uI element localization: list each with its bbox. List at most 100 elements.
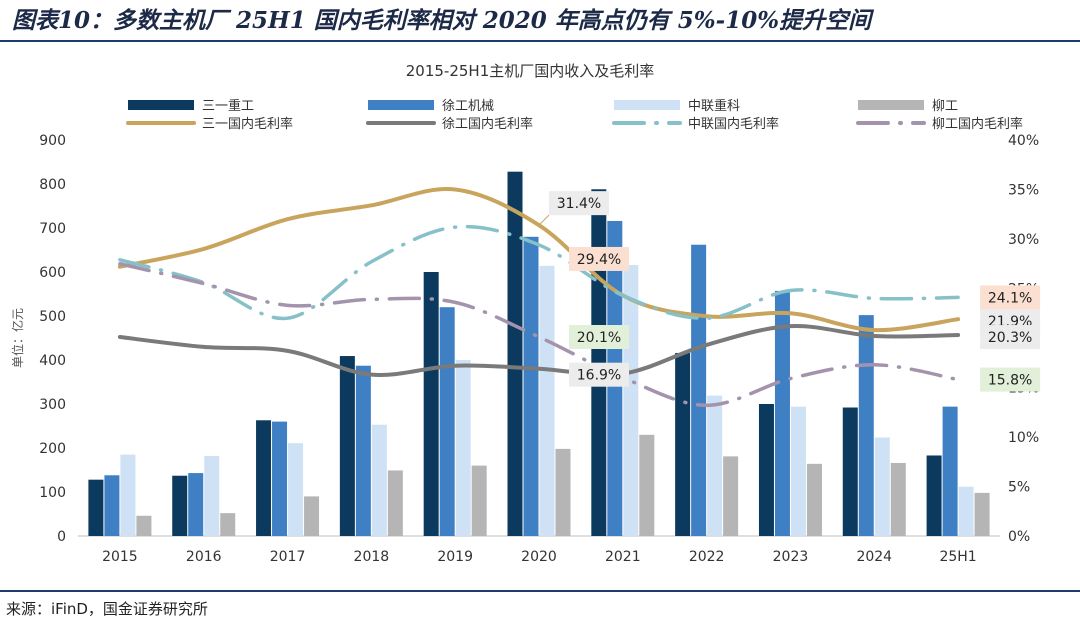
data-label-20-3pct: 20.3%: [980, 325, 1041, 350]
bar-柳工-2024: [890, 462, 906, 536]
left-tick-label: 200: [39, 441, 66, 457]
legend-swatch: [368, 100, 434, 110]
left-tick-label: 800: [39, 177, 66, 193]
bar-中联重科-2019: [455, 360, 471, 536]
bar-柳工-2017: [304, 496, 320, 536]
bar-三一重工-2021: [591, 189, 607, 536]
data-label-text: 15.8%: [988, 373, 1032, 389]
bar-柳工-2021: [639, 434, 655, 536]
data-label-text: 31.4%: [557, 196, 601, 212]
bar-三一重工-2017: [256, 420, 272, 536]
legend-item-徐工国内毛利率: 徐工国内毛利率: [366, 116, 533, 132]
right-tick-label: 0%: [1008, 529, 1030, 545]
line-徐工国内毛利率: [117, 323, 961, 378]
line-柳工国内毛利率: [118, 262, 960, 408]
data-label-box: [980, 325, 1041, 350]
bar-柳工-2022: [723, 456, 739, 536]
x-tick-label-2017: 2017: [270, 549, 306, 565]
legend-swatch: [858, 100, 924, 110]
data-label-box: [569, 246, 629, 271]
left-tick-label: 500: [39, 309, 66, 325]
legend-label: 柳工国内毛利率: [932, 116, 1023, 132]
bar-三一重工-25h1: [926, 455, 942, 536]
lines: [117, 187, 961, 408]
bar-中联重科-2018: [371, 424, 387, 536]
bar-三一重工-2018: [339, 356, 355, 536]
data-label-29-4pct: 29.4%: [569, 246, 629, 271]
right-tick-label: 5%: [1008, 480, 1030, 496]
data-label-text: 20.1%: [577, 330, 621, 346]
data-label-leader: [538, 214, 550, 226]
data-label-box: [980, 367, 1041, 392]
legend-swatch: [614, 100, 680, 110]
bar-徐工机械-2024: [858, 315, 874, 536]
legend-label: 徐工机械: [442, 99, 494, 114]
legend-label: 徐工国内毛利率: [442, 116, 533, 132]
bar-三一重工-2022: [675, 352, 691, 536]
bar-徐工机械-2022: [691, 244, 707, 536]
bar-徐工机械-2020: [523, 236, 539, 537]
legend-item-中联重科: 中联重科: [614, 98, 740, 114]
bar-柳工-25h1: [974, 492, 990, 536]
left-tick-label: 900: [39, 133, 66, 149]
line-三一国内毛利率: [117, 187, 961, 333]
bar-徐工机械-2015: [104, 475, 120, 536]
right-tick-label: 30%: [1008, 232, 1039, 248]
bar-三一重工-2015: [88, 479, 104, 536]
bar-柳工-2023: [806, 463, 822, 536]
legend-label: 三一重工: [202, 98, 254, 114]
bar-徐工机械-25h1: [942, 406, 958, 536]
axes: 01002003004005006007008009000%5%10%15%20…: [10, 133, 1039, 565]
data-labels: 31.4%29.4%20.1%16.9%24.1%21.9%20.3%15.8%: [538, 191, 1041, 392]
legend-item-三一重工: 三一重工: [128, 98, 254, 114]
left-tick-label: 400: [39, 353, 66, 369]
bar-徐工机械-2023: [774, 290, 790, 536]
legend-item-三一国内毛利率: 三一国内毛利率: [126, 116, 293, 132]
data-label-box: [980, 285, 1041, 310]
data-label-15-8pct: 15.8%: [980, 367, 1041, 392]
right-tick-label: 10%: [1008, 430, 1039, 446]
legend-item-柳工: 柳工: [858, 99, 958, 114]
data-label-box: [549, 191, 609, 216]
right-tick-label: 35%: [1008, 183, 1039, 199]
bar-柳工-2015: [136, 515, 152, 536]
bar-三一重工-2024: [842, 407, 858, 536]
x-tick-label-2022: 2022: [689, 549, 725, 565]
bar-柳工-2020: [555, 448, 571, 536]
bar-徐工机械-2019: [439, 307, 455, 536]
combo-chart: 2015-25H1主机厂国内收入及毛利率 三一重工 徐工机械 中联重科 柳工三一国内毛…: [10, 62, 1041, 565]
x-tick-label-2015: 2015: [102, 549, 138, 565]
bar-三一重工-2019: [423, 272, 439, 536]
x-tick-label-2019: 2019: [437, 549, 473, 565]
x-tick-label-2018: 2018: [354, 549, 390, 565]
bar-中联重科-2015: [120, 454, 136, 536]
data-label-text: 24.1%: [988, 290, 1032, 306]
data-label-20-1pct: 20.1%: [569, 325, 629, 350]
x-tick-label-2020: 2020: [521, 549, 557, 565]
bar-三一重工-2023: [758, 404, 774, 536]
x-tick-label-2021: 2021: [605, 549, 641, 565]
legend-item-徐工机械: 徐工机械: [368, 99, 494, 114]
data-label-24-1pct: 24.1%: [980, 285, 1041, 310]
bar-徐工机械-2017: [272, 421, 288, 536]
left-axis-label: 单位：亿元: [10, 308, 25, 368]
left-tick-label: 300: [39, 397, 66, 413]
x-tick-label-2016: 2016: [186, 549, 222, 565]
bar-三一重工-2016: [172, 475, 188, 536]
bar-中联重科-2023: [790, 406, 806, 536]
bars: [88, 171, 990, 537]
bottom-rule: [0, 590, 1080, 592]
bar-中联重科-2024: [874, 437, 890, 536]
bar-三一重工-2020: [507, 171, 523, 536]
bar-徐工机械-2018: [355, 365, 371, 536]
chart-title: 2015-25H1主机厂国内收入及毛利率: [406, 62, 655, 80]
data-label-text: 16.9%: [577, 368, 621, 384]
x-tick-label-25h1: 25H1: [939, 549, 976, 565]
left-tick-label: 600: [39, 265, 66, 281]
x-tick-label-2024: 2024: [856, 549, 892, 565]
bar-中联重科-2021: [623, 264, 639, 536]
bar-中联重科-2022: [707, 395, 723, 536]
left-tick-label: 0: [57, 529, 66, 545]
data-label-box: [569, 362, 629, 387]
legend-label: 中联国内毛利率: [688, 116, 779, 132]
